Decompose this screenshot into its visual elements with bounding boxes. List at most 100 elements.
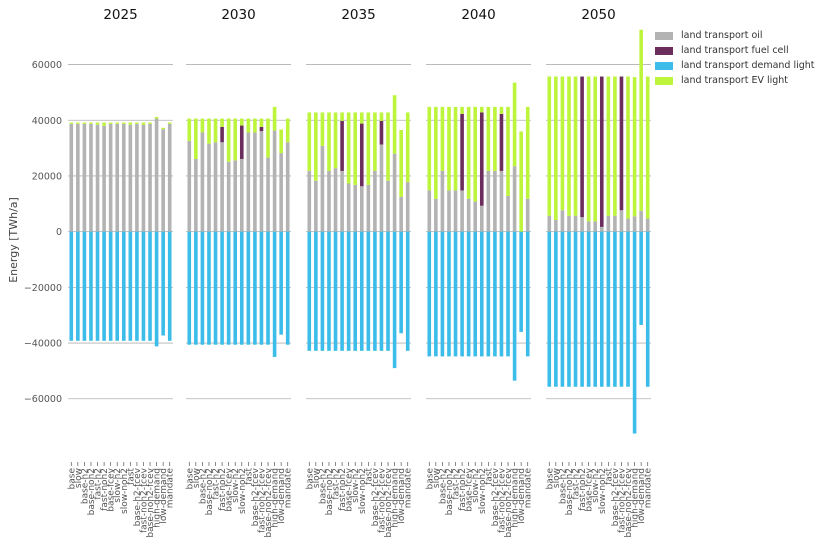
bar-land-transport-demand-light-fast-h2 — [573, 231, 578, 387]
bar-land-transport-EV-light-base-noh2-fcev — [386, 112, 390, 181]
bar-land-transport-oil-low-demand — [161, 129, 165, 232]
bar-land-transport-demand-light-fast — [128, 231, 133, 341]
bar-land-transport-oil-base — [307, 170, 312, 232]
bar-land-transport-fuel-cell-slow-noh2 — [599, 76, 604, 227]
bar-land-transport-EV-light-slow-h2 — [233, 118, 238, 161]
bar-land-transport-oil-base-h2-fcev — [373, 170, 377, 232]
bar-land-transport-fuel-cell-fast-noh2-fcev — [499, 113, 504, 171]
bar-land-transport-EV-light-high-demand — [154, 116, 159, 119]
bar-land-transport-EV-light-low-demand — [399, 130, 403, 197]
bar-land-transport-oil-base-noh2-fcev — [386, 180, 390, 232]
x-tick-label: base-fcev — [585, 467, 595, 511]
x-tick-label: mandate — [166, 468, 176, 509]
x-tick-label: slow-h2 — [351, 468, 361, 503]
bar-land-transport-EV-light-fast — [486, 106, 491, 171]
bar-land-transport-demand-light-high-demand — [632, 231, 637, 434]
bar-land-transport-demand-light-slow-h2 — [353, 231, 358, 351]
x-tick-label: base-h2-fcev — [251, 467, 261, 526]
bar-land-transport-oil-low-demand — [399, 196, 403, 232]
bar-land-transport-EV-light-fast-h2 — [95, 122, 100, 125]
bar-land-transport-oil-base — [187, 140, 192, 232]
bar-land-transport-demand-light-low-demand — [161, 231, 165, 336]
bar-land-transport-oil-fast-noh2-fcev — [379, 144, 384, 232]
bar-land-transport-EV-light-fast-h2 — [213, 118, 218, 143]
x-tick-label: base-h2 — [438, 468, 448, 504]
bar-land-transport-oil-base-noh2 — [89, 123, 93, 232]
bar-land-transport-EV-light-low-demand — [639, 29, 643, 211]
bar-land-transport-demand-light-fast-h2 — [213, 231, 218, 345]
bar-land-transport-EV-light-base-noh2 — [327, 112, 331, 171]
bar-land-transport-oil-base-noh2 — [207, 143, 211, 232]
bar-land-transport-demand-light-base-noh2 — [447, 231, 451, 357]
bar-land-transport-oil-slow — [76, 123, 80, 232]
bar-land-transport-EV-light-slow-h2 — [593, 76, 598, 222]
bar-land-transport-EV-light-fast — [128, 122, 133, 125]
bar-land-transport-oil-slow-h2 — [353, 184, 358, 232]
bar-land-transport-demand-light-base-fcev — [586, 231, 591, 387]
bar-land-transport-oil-base-h2 — [200, 132, 205, 232]
bar-land-transport-EV-light-base-h2-fcev — [373, 112, 377, 171]
bar-land-transport-demand-light-fast-noh2 — [340, 231, 344, 351]
x-tick-label: base-h2-fcev — [491, 467, 501, 526]
bar-land-transport-oil-mandate — [525, 198, 530, 232]
bar-land-transport-demand-light-fast-h2 — [453, 231, 458, 357]
x-tick-label: base — [425, 468, 435, 490]
x-tick-label: high-demand — [511, 468, 521, 528]
panel-title: 2040 — [461, 7, 495, 23]
bar-land-transport-demand-light-high-demand — [512, 231, 517, 381]
bar-land-transport-oil-base — [547, 215, 552, 232]
bar-land-transport-demand-light-low-demand — [639, 231, 643, 325]
bar-land-transport-EV-light-mandate — [285, 118, 290, 143]
x-tick-label: slow — [312, 468, 322, 488]
bar-land-transport-fuel-cell-slow-noh2 — [239, 125, 244, 159]
x-tick-label: fast-noh2-fcev — [617, 467, 627, 533]
bar-land-transport-oil-fast-noh2-fcev — [619, 210, 624, 232]
x-tick-label: slow-h2 — [591, 468, 601, 503]
bar-land-transport-fuel-cell-fast-noh2-fcev — [619, 76, 624, 211]
panel-2050: 2050baseslowbase-h2base-noh2fast-h2fast-… — [545, 7, 653, 538]
bar-land-transport-demand-light-base-fcev — [466, 231, 471, 357]
bar-land-transport-demand-light-slow-h2 — [593, 231, 598, 387]
x-tick-label: fast-h2 — [332, 468, 342, 500]
bar-land-transport-oil-base-fcev — [108, 123, 113, 232]
bar-land-transport-EV-light-base — [427, 106, 432, 191]
legend-item: land transport demand light — [655, 58, 815, 73]
bar-land-transport-demand-light-mandate — [167, 231, 172, 341]
x-tick-label: base-noh2-fcev — [264, 467, 274, 537]
bar-land-transport-oil-base-h2-fcev — [253, 132, 257, 232]
bar-land-transport-demand-light-base — [547, 231, 552, 387]
bar-land-transport-oil-high-demand — [512, 166, 517, 232]
panel-title: 2035 — [341, 7, 375, 23]
bar-land-transport-demand-light-fast-noh2 — [102, 231, 106, 341]
bar-land-transport-demand-light-mandate — [645, 231, 650, 387]
x-tick-label: low-demand — [517, 468, 527, 524]
y-tick-label: 20000 — [32, 171, 62, 182]
bar-land-transport-EV-light-base — [307, 112, 312, 171]
bar-land-transport-EV-light-base-h2-fcev — [613, 76, 617, 216]
bar-land-transport-EV-light-slow — [554, 76, 558, 220]
bar-land-transport-oil-mandate — [167, 123, 172, 232]
bar-land-transport-fuel-cell-fast-noh2 — [220, 126, 224, 143]
bar-land-transport-demand-light-base-fcev — [226, 231, 231, 345]
x-tick-label: fast — [484, 468, 494, 485]
bar-land-transport-oil-high-demand — [632, 216, 637, 232]
x-tick-label: fast — [604, 468, 614, 485]
bar-land-transport-demand-light-slow-h2 — [233, 231, 238, 345]
bar-land-transport-oil-slow-noh2 — [239, 158, 244, 232]
bar-land-transport-EV-light-base-fcev — [466, 106, 471, 199]
x-tick-label: base-noh2 — [565, 468, 575, 515]
bar-land-transport-oil-fast — [486, 170, 491, 232]
bar-land-transport-fuel-cell-fast-noh2-fcev — [259, 126, 264, 132]
x-tick-label: slow-noh2 — [598, 468, 608, 514]
bar-land-transport-demand-light-base — [69, 231, 74, 341]
bar-land-transport-demand-light-fast-noh2-fcev — [379, 231, 384, 351]
x-tick-label: fast-h2 — [212, 468, 222, 500]
x-tick-label: base-noh2-fcev — [146, 467, 156, 537]
bar-land-transport-fuel-cell-fast-noh2-fcev — [379, 120, 384, 145]
x-tick-label: low-demand — [277, 468, 287, 524]
bar-land-transport-demand-light-base-noh2-fcev — [386, 231, 390, 351]
bar-land-transport-EV-light-base-fcev — [108, 122, 113, 124]
x-tick-label: slow-h2 — [231, 468, 241, 503]
bar-land-transport-demand-light-low-demand — [399, 231, 403, 334]
x-tick-label: base-h2 — [318, 468, 328, 504]
